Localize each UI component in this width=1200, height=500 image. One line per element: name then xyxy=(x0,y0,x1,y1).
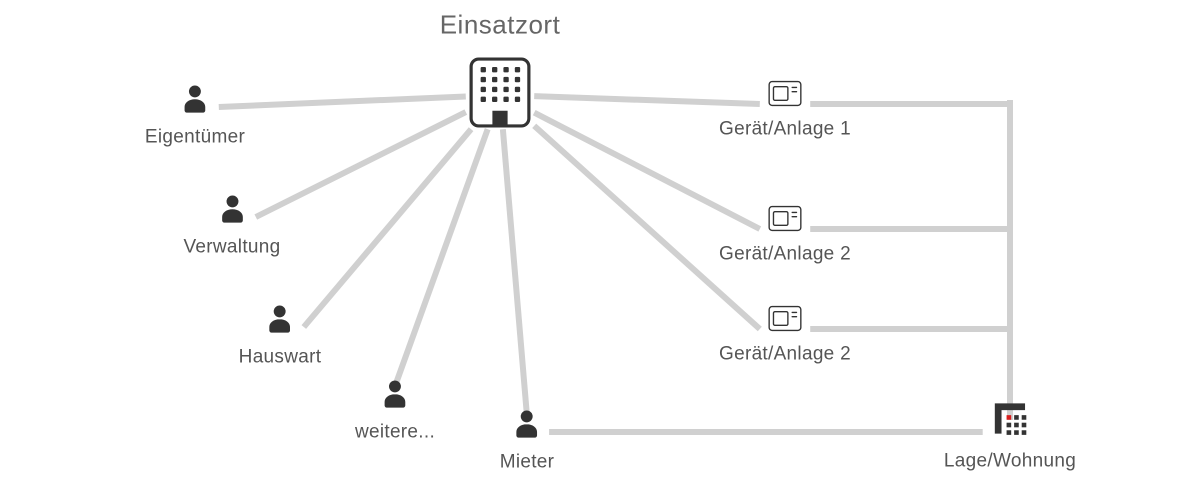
node-eigentuemer: Eigentümer xyxy=(145,82,245,149)
device-icon xyxy=(767,79,803,107)
node-verwaltung: Verwaltung xyxy=(183,192,280,259)
node-einsatzort xyxy=(462,55,538,136)
node-device-3: Gerät/Anlage 2 xyxy=(719,304,851,365)
person-icon xyxy=(215,192,249,226)
node-device-1: Gerät/Anlage 1 xyxy=(719,79,851,140)
diagram-stage: Einsatzort Eigentümer Verwaltung Hauswar… xyxy=(0,0,1200,500)
location-icon xyxy=(989,398,1031,440)
device-icon xyxy=(767,204,803,232)
node-mieter: Mieter xyxy=(500,407,555,474)
node-weitere: weitere... xyxy=(355,377,435,444)
label-weitere: weitere... xyxy=(355,422,435,444)
person-icon xyxy=(178,82,212,116)
label-mieter: Mieter xyxy=(500,452,555,474)
person-icon xyxy=(263,302,297,336)
building-icon xyxy=(462,55,538,131)
device-icon xyxy=(767,304,803,332)
label-verwaltung: Verwaltung xyxy=(183,237,280,259)
node-device-2: Gerät/Anlage 2 xyxy=(719,204,851,265)
label-lage: Lage/Wohnung xyxy=(944,451,1076,473)
label-device-3: Gerät/Anlage 2 xyxy=(719,344,851,366)
person-icon xyxy=(378,377,412,411)
label-device-2: Gerät/Anlage 2 xyxy=(719,244,851,266)
diagram-title: Einsatzort xyxy=(440,10,561,41)
label-hauswart: Hauswart xyxy=(239,347,322,369)
person-icon xyxy=(510,407,544,441)
node-hauswart: Hauswart xyxy=(239,302,322,369)
node-lage: Lage/Wohnung xyxy=(944,398,1076,473)
label-device-1: Gerät/Anlage 1 xyxy=(719,119,851,141)
label-eigentuemer: Eigentümer xyxy=(145,127,245,149)
